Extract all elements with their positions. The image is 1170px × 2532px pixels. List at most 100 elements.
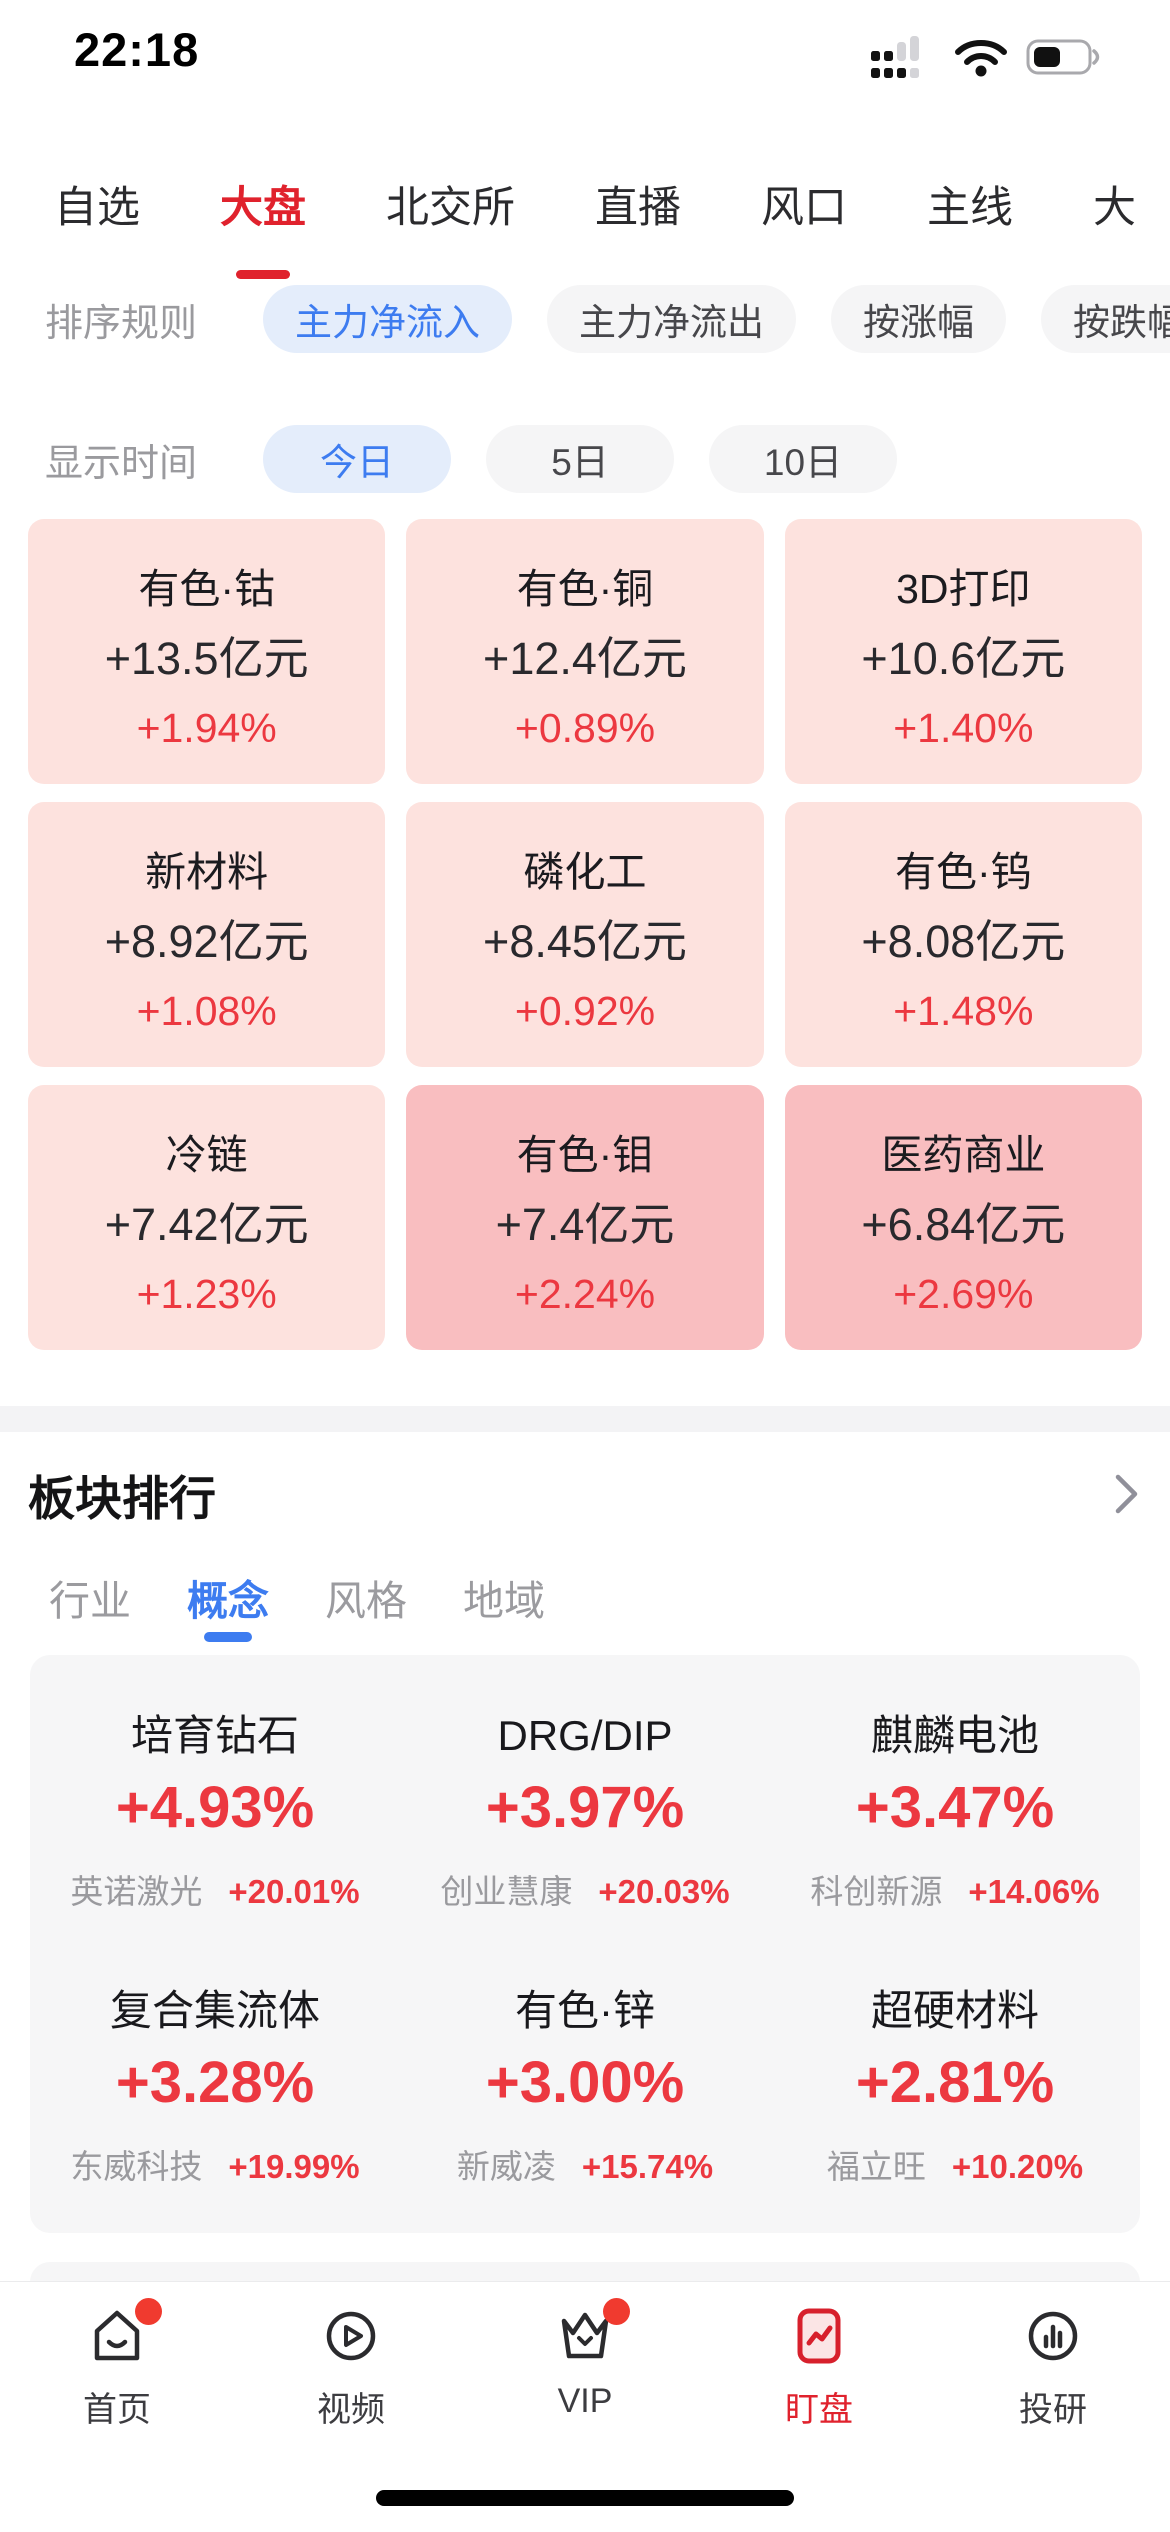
subtab-concept[interactable]: 概念 [187,1578,269,1624]
concept-percent: +2.81% [855,2050,1055,2116]
concept-percent: +3.97% [485,1775,685,1841]
sort-rule-row: 排序规则 主力净流入 主力净流出 按涨幅 按跌幅 [0,285,1170,353]
top-nav: 自选 大盘 北交所 直播 风口 主线 大 [0,156,1170,252]
time-range-label: 显示时间 [45,442,198,485]
leading-stock: 东威科技 [70,2148,203,2186]
home-icon [94,2310,140,2361]
subtab-region[interactable]: 地域 [463,1578,545,1624]
concept-name: 培育钻石 [130,1712,299,1759]
chevron-right-icon[interactable] [1114,1471,1140,1517]
fund-flow-card[interactable]: 冷链 +7.42亿元 +1.23% [28,1085,386,1350]
nav-tab-partial[interactable]: 大 [1093,184,1136,232]
change-percent: +0.89% [514,705,656,751]
tabbar-watch-market[interactable]: 盯盘 [702,2282,936,2532]
pill-today[interactable]: 今日 [263,425,451,493]
sector-ranking-header[interactable]: 板块排行 [28,1462,1140,1526]
tabbar-home[interactable]: 首页 [0,2282,234,2532]
inflow-amount: +7.4亿元 [495,1199,675,1250]
inflow-amount: +7.42亿元 [104,1199,309,1250]
leading-stock: 创业慧康 [440,1873,573,1911]
time-range-row: 显示时间 今日 5日 10日 [0,425,1170,493]
sector-name: 3D打印 [896,566,1031,612]
sector-name: 冷链 [165,1132,248,1178]
sector-name: 新材料 [145,849,269,895]
sector-name: 有色·钼 [516,1132,654,1178]
sector-name: 有色·钴 [138,566,275,612]
concept-item[interactable]: 麒麟电池 +3.47% 科创新源 +14.06% [770,1712,1140,1928]
concept-item[interactable]: DRG/DIP +3.97% 创业慧康 +20.03% [400,1712,770,1928]
concept-percent: +4.93% [115,1775,315,1841]
concept-item[interactable]: 有色·锌 +3.00% 新威凌 +15.74% [400,1987,770,2203]
leading-stock-percent: +20.03% [598,1873,730,1911]
pill-main-inflow[interactable]: 主力净流入 [263,285,512,353]
tabbar-video[interactable]: 视频 [234,2282,468,2532]
section-divider [0,1406,1170,1432]
leading-stock: 英诺激光 [70,1873,203,1911]
wifi-icon [955,40,1007,77]
concept-percent: +3.47% [855,1775,1055,1841]
concept-name: 麒麟电池 [870,1712,1039,1759]
change-percent: +0.92% [514,988,656,1034]
subtab-style[interactable]: 风格 [325,1578,407,1624]
fund-flow-card[interactable]: 磷化工 +8.45亿元 +0.92% [406,802,764,1067]
research-chart-icon [1028,2311,1078,2361]
fund-flow-card[interactable]: 3D打印 +10.6亿元 +1.40% [784,519,1142,784]
fund-flow-card[interactable]: 有色·铜 +12.4亿元 +0.89% [406,519,764,784]
leading-stock-percent: +15.74% [581,2148,714,2186]
status-time: 22:18 [74,23,200,76]
change-percent: +1.23% [136,1271,277,1317]
inflow-amount: +13.5亿元 [104,633,309,684]
sector-name: 有色·铜 [516,566,654,612]
leading-stock: 福立旺 [826,2148,926,2186]
fund-flow-grid: 有色·钴 +13.5亿元 +1.94% 有色·铜 +12.4亿元 +0.89% … [28,519,1142,1350]
cellular-signal-icon [871,36,919,78]
pill-by-gain[interactable]: 按涨幅 [831,285,1006,353]
fund-flow-card[interactable]: 新材料 +8.92亿元 +1.08% [28,802,386,1067]
sector-name: 医药商业 [881,1132,1046,1178]
pill-5day[interactable]: 5日 [486,425,674,493]
change-percent: +1.48% [893,988,1034,1034]
concept-item[interactable]: 培育钻石 +4.93% 英诺激光 +20.01% [30,1712,400,1928]
leading-stock-percent: +19.99% [228,2148,360,2186]
nav-tab-trend[interactable]: 风口 [761,184,847,232]
nav-tab-market[interactable]: 大盘 [220,173,306,235]
leading-stock: 科创新源 [810,1873,943,1911]
nav-tab-mainline[interactable]: 主线 [927,184,1013,232]
tabbar-research[interactable]: 投研 [936,2282,1170,2532]
leading-stock-percent: +14.06% [968,1873,1100,1911]
subtab-industry[interactable]: 行业 [49,1578,131,1624]
nav-tab-live[interactable]: 直播 [595,184,681,232]
sector-sub-tabs: 行业 概念 风格 地域 [49,1578,545,1624]
nav-tab-bse[interactable]: 北交所 [386,184,515,232]
leading-stock-percent: +10.20% [951,2148,1084,2186]
tabbar-video-label: 视频 [317,2391,385,2429]
concept-name: 有色·锌 [515,1987,655,2034]
concept-name: 超硬材料 [870,1987,1039,2034]
pill-main-outflow[interactable]: 主力净流出 [547,285,796,353]
tabbar-research-label: 投研 [1019,2391,1087,2429]
concept-name: 复合集流体 [109,1987,320,2034]
concept-percent: +3.00% [485,2050,685,2116]
sector-name: 有色·钨 [895,849,1032,895]
leading-stock-percent: +20.01% [228,1873,360,1911]
concept-item[interactable]: 超硬材料 +2.81% 福立旺 +10.20% [770,1987,1140,2203]
fund-flow-card[interactable]: 有色·钼 +7.4亿元 +2.24% [406,1085,764,1350]
section-title: 板块排行 [28,1471,216,1525]
change-percent: +1.94% [136,705,277,751]
fund-flow-card[interactable]: 医药商业 +6.84亿元 +2.69% [784,1085,1142,1350]
pill-by-loss[interactable]: 按跌幅 [1041,285,1170,353]
inflow-amount: +8.08亿元 [861,916,1066,967]
inflow-amount: +8.92亿元 [104,916,309,967]
pill-10day[interactable]: 10日 [709,425,897,493]
fund-flow-card[interactable]: 有色·钴 +13.5亿元 +1.94% [28,519,386,784]
sort-rule-label: 排序规则 [45,302,198,345]
inflow-amount: +8.45亿元 [483,916,687,967]
concept-name: DRG/DIP [497,1712,673,1759]
concept-percent: +3.28% [115,2050,315,2116]
fund-flow-card[interactable]: 有色·钨 +8.08亿元 +1.48% [784,802,1142,1067]
concept-item[interactable]: 复合集流体 +3.28% 东威科技 +19.99% [30,1987,400,2203]
notification-badge [603,2298,630,2325]
tabbar-watch-market-label: 盯盘 [785,2391,853,2429]
nav-tab-watchlist[interactable]: 自选 [54,184,140,232]
tabbar-vip[interactable]: VIP [468,2282,702,2532]
